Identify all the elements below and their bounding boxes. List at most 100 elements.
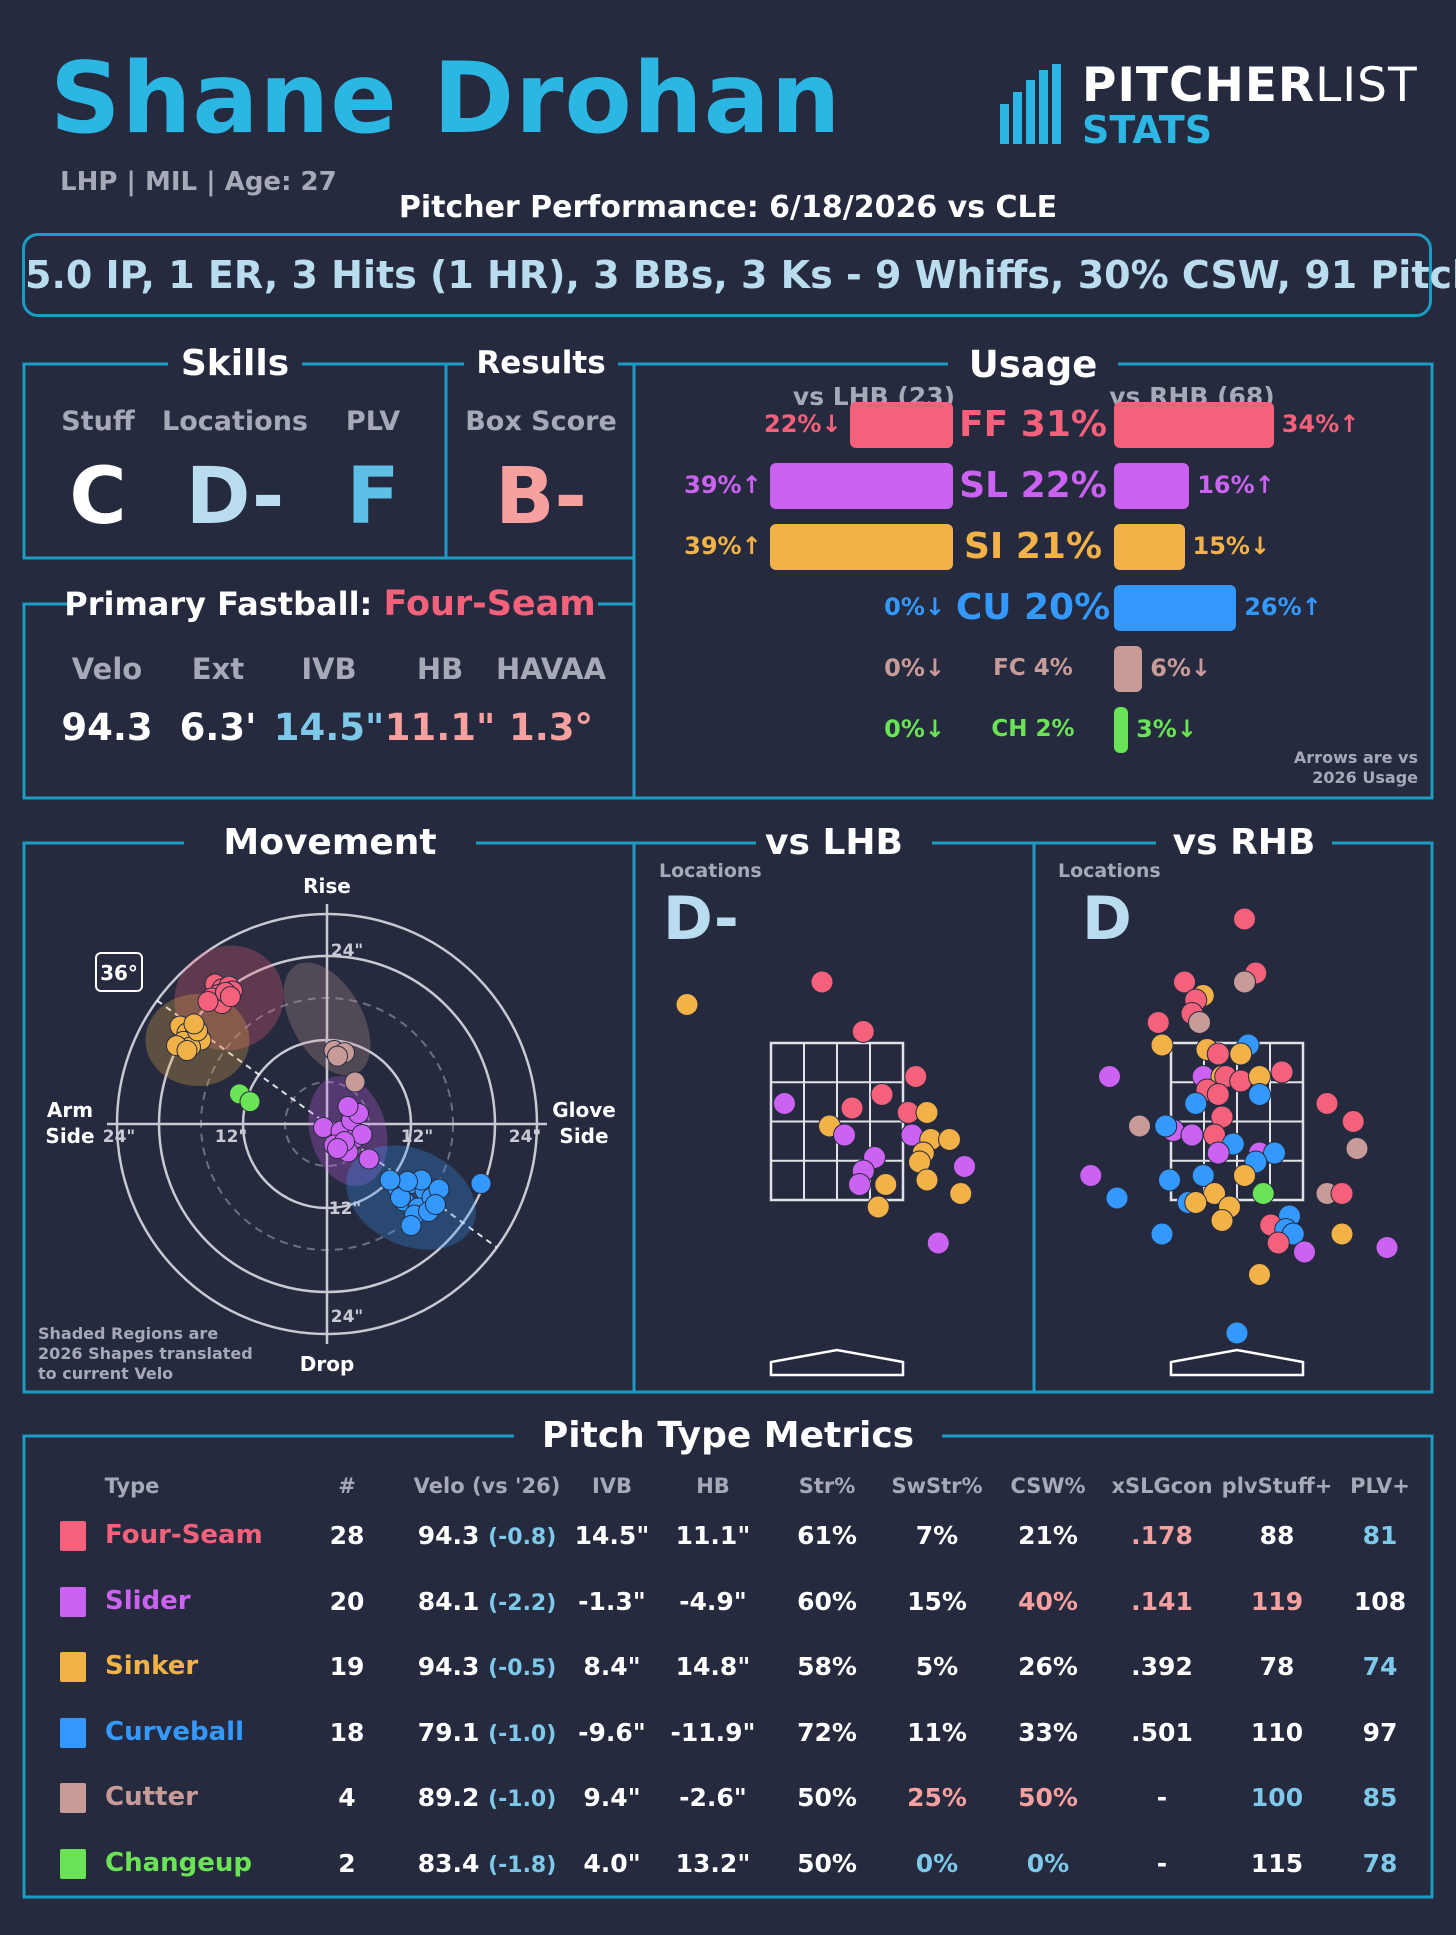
metrics-pitch-name: Sinker [105,1651,199,1681]
movement-note-line3: to current Velo [38,1364,174,1383]
vs-lhb-location-chart [675,970,976,1377]
metrics-swstr: 0% [915,1848,959,1878]
metrics-csw: 50% [1018,1783,1078,1812]
pitcherlist-logo: PITCHERLIST STATS [1000,58,1420,158]
metrics-velo: 94.3 (-0.5) [418,1652,557,1681]
metrics-header: SwStr% [891,1474,983,1498]
vs-rhb-pitch-point [1233,970,1256,994]
vs-lhb-home-plate [769,1348,905,1377]
metrics-plv: 74 [1362,1652,1398,1681]
metrics-swatch [60,1717,86,1748]
movement-point [176,1040,198,1061]
usage-note-line2: 2026 Usage [1312,768,1418,787]
metrics-header: xSLGcon [1111,1474,1213,1498]
metrics-velo: 89.2 (-1.0) [418,1783,557,1812]
vs-lhb-pitch-point [874,1173,898,1196]
metrics-velo-delta: (-1.0) [488,1721,557,1747]
logo-word-list: LIST [1315,58,1418,113]
metrics-swatch [60,1521,86,1551]
usage-rhb-bar [1114,402,1274,448]
box-score-label: Box Score [465,406,617,437]
movement-arm-side-label: Arm [47,1098,93,1122]
usage-pitch-label: CU 20% [955,587,1111,628]
movement-point [425,1194,446,1215]
usage-rhb-bar [1114,646,1143,692]
vs-lhb-grade: D- [663,884,739,954]
movement-ring-label: 24" [331,1307,364,1327]
metrics-count: 18 [329,1717,365,1747]
usage-pitch-label: CH 2% [991,716,1075,742]
locations-grade: D- [185,452,285,542]
vs-rhb-pitch-point [1270,1060,1294,1084]
movement-point [337,1096,359,1117]
usage-rhb-bar [1114,463,1190,509]
logo-wordmark: PITCHERLIST [1082,58,1418,113]
metrics-header: Str% [798,1474,856,1498]
movement-note-line1: Shaded Regions are [38,1324,219,1343]
vs-rhb-grade: D [1082,884,1132,954]
usage-title: Usage [968,343,1098,386]
fastball-metric-label: Velo [71,652,143,686]
usage-rhb-pct: 3%↓ [1136,715,1197,743]
statline: 5.0 IP, 1 ER, 3 Hits (1 HR), 3 BBs, 3 Ks… [22,233,1456,317]
vs-rhb-pitch-point [1293,1240,1316,1264]
metrics-str: 61% [797,1521,857,1550]
metrics-plv: 97 [1362,1717,1398,1747]
logo-word-pitcher: PITCHER [1082,58,1316,113]
skills-title: Skills [180,343,290,384]
vs-lhb-pitch-point [915,1101,939,1124]
usage-pitch-label: FC 4% [993,655,1073,681]
metrics-hb: 11.1" [675,1521,751,1550]
metrics-str: 72% [797,1717,857,1747]
movement-note-line2: 2026 Shapes translated [38,1344,253,1363]
vs-lhb-pitch-point [833,1123,856,1147]
metrics-swatch [60,1652,86,1682]
vs-rhb-pitch-point [1248,1083,1271,1106]
metrics-plv: 108 [1353,1586,1407,1616]
usage-lhb-pct: 39%↑ [684,532,762,560]
vs-rhb-pitch-point [1375,1236,1399,1259]
movement-point [239,1091,261,1113]
vs-lhb-pitch-point [840,1096,864,1120]
metrics-ivb: 14.5" [574,1521,650,1550]
metrics-xslg: .178 [1131,1521,1193,1550]
metrics-stuff: 110 [1250,1717,1304,1747]
metrics-swstr: 7% [915,1521,959,1550]
metrics-str: 50% [797,1783,857,1812]
movement-chart: 24"24" 12" 12" 24"12"24"RiseDropArmSideGlov… [45,874,615,1376]
metrics-count: 2 [338,1848,356,1878]
movement-ring-label: 24" [331,941,364,961]
metrics-csw: 21% [1018,1521,1078,1550]
movement-glove-side-label: Side [559,1124,608,1148]
metrics-xslg: - [1156,1783,1168,1812]
plv-label: PLV [345,406,401,437]
vs-rhb-pitch-point [1206,1042,1230,1066]
fastball-metric-value: 6.3' [179,706,257,749]
metrics-count: 20 [329,1586,365,1616]
vs-lhb-pitch-point [870,1083,894,1106]
metrics-velo-delta: (-0.8) [488,1525,557,1550]
vs-lhb-pitch-point [851,1020,875,1043]
metrics-xslg: .141 [1131,1586,1193,1616]
fastball-metric-label: HB [416,652,464,686]
vs-rhb-pitch-point [1266,1231,1290,1255]
vs-rhb-pitch-point [1229,1069,1253,1093]
player-info: LHP | MIL | Age: 27 [60,167,337,197]
vs-rhb-pitch-point [1105,1186,1129,1210]
vs-lhb-pitch-point [675,993,699,1016]
usage-rhb-bar [1114,707,1129,753]
vs-rhb-locations-label: Locations [1058,860,1161,882]
locations-label: Locations [162,406,308,437]
movement-ring-label: 24" [103,1127,136,1147]
usage-rhb-pct: 6%↓ [1150,654,1212,682]
vs-lhb-pitch-point [810,970,834,994]
results-title: Results [476,345,606,381]
metrics-ivb: 9.4" [583,1783,641,1812]
usage-rhb-bar [1114,524,1185,570]
movement-point [379,1169,401,1191]
metrics-hb: -11.9" [670,1717,756,1747]
vs-rhb-pitch-point [1188,1011,1211,1034]
metrics-swatch [60,1586,86,1617]
movement-ring-label: 24" [509,1127,542,1147]
vs-rhb-pitch-point [1146,1011,1170,1034]
